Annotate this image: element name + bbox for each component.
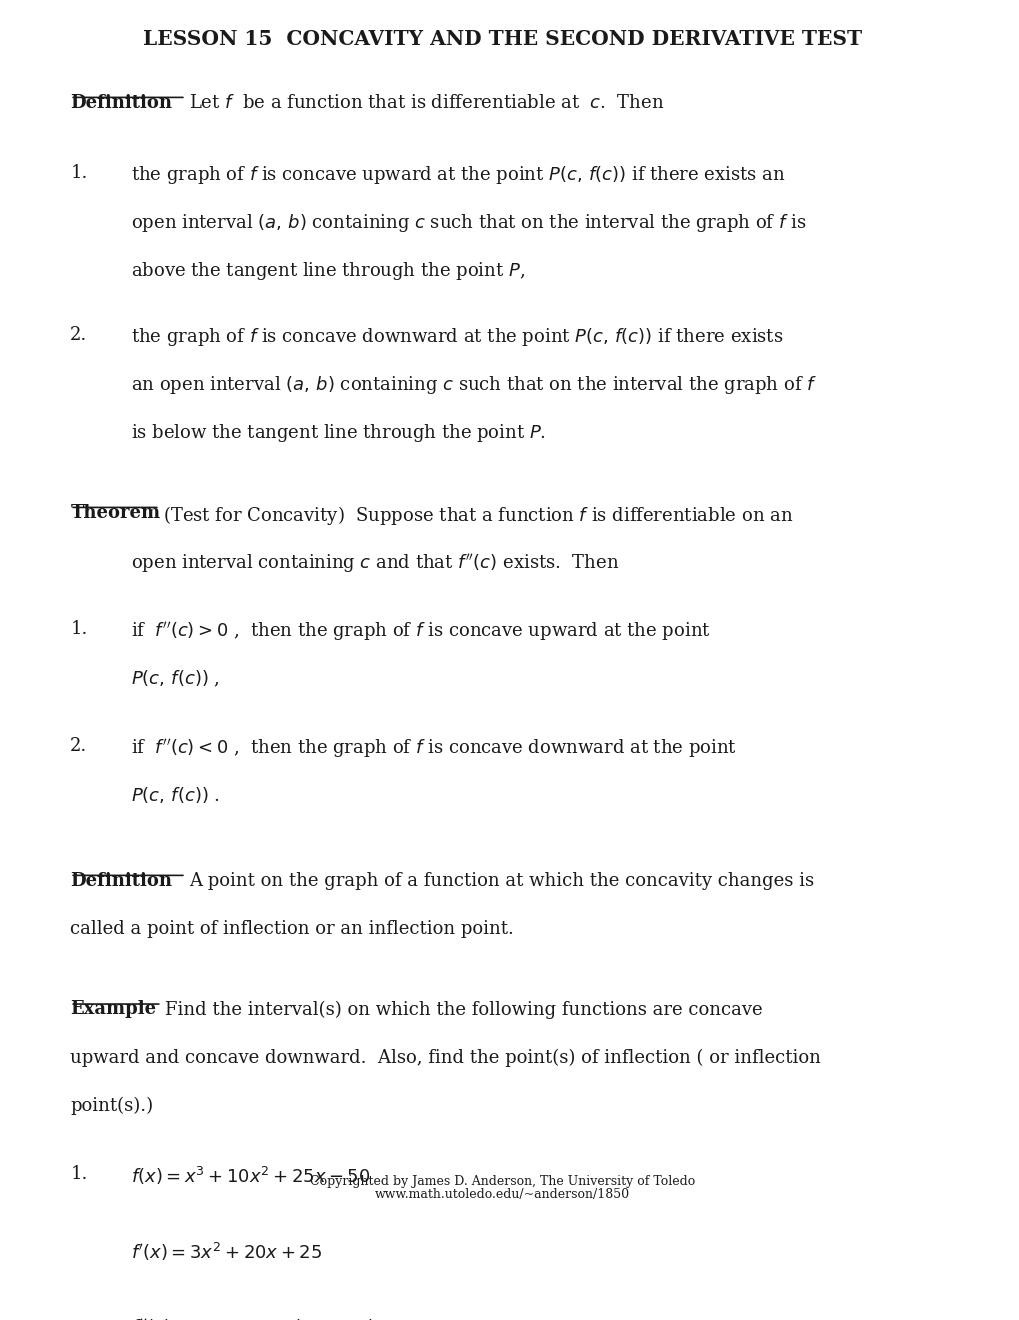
Text: open interval $(a,\, b)$ containing $c$ such that on the interval the graph of $: open interval $(a,\, b)$ containing $c$ … xyxy=(130,211,805,234)
Text: point(s).): point(s).) xyxy=(70,1097,153,1115)
Text: $P(c,\, f(c))$ ,: $P(c,\, f(c))$ , xyxy=(130,668,219,689)
Text: 2.: 2. xyxy=(70,326,88,345)
Text: if  $f''(c) > 0$ ,  then the graph of $f$ is concave upward at the point: if $f''(c) > 0$ , then the graph of $f$ … xyxy=(130,620,709,643)
Text: upward and concave downward.  Also, find the point(s) of inflection ( or inflect: upward and concave downward. Also, find … xyxy=(70,1048,820,1067)
Text: Example: Example xyxy=(70,1001,156,1019)
Text: Copyrighted by James D. Anderson, The University of Toledo: Copyrighted by James D. Anderson, The Un… xyxy=(309,1175,694,1188)
Text: Definition: Definition xyxy=(70,871,172,890)
Text: A point on the graph of a function at which the concavity changes is: A point on the graph of a function at wh… xyxy=(189,871,813,890)
Text: Theorem: Theorem xyxy=(70,504,160,521)
Text: $f''(x) = 6x + 20 = 2(3x + 10)$: $f''(x) = 6x + 20 = 2(3x + 10)$ xyxy=(130,1316,374,1320)
Text: Find the interval(s) on which the following functions are concave: Find the interval(s) on which the follow… xyxy=(164,1001,761,1019)
Text: above the tangent line through the point $P$,: above the tangent line through the point… xyxy=(130,260,524,281)
Text: $f(x) = x^3 + 10x^2 + 25x - 50$: $f(x) = x^3 + 10x^2 + 25x - 50$ xyxy=(130,1166,370,1187)
Text: $P(c,\, f(c))$ .: $P(c,\, f(c))$ . xyxy=(130,785,219,805)
Text: www.math.utoledo.edu/~anderson/1850: www.math.utoledo.edu/~anderson/1850 xyxy=(374,1188,629,1201)
Text: is below the tangent line through the point $P$.: is below the tangent line through the po… xyxy=(130,422,545,444)
Text: the graph of $f$ is concave downward at the point $P(c,\, f(c))$ if there exists: the graph of $f$ is concave downward at … xyxy=(130,326,783,348)
Text: an open interval $(a,\, b)$ containing $c$ such that on the interval the graph o: an open interval $(a,\, b)$ containing $… xyxy=(130,374,816,396)
Text: 2.: 2. xyxy=(70,737,88,755)
Text: Let $f$  be a function that is differentiable at  $c$.  Then: Let $f$ be a function that is differenti… xyxy=(189,94,663,112)
Text: LESSON 15  CONCAVITY AND THE SECOND DERIVATIVE TEST: LESSON 15 CONCAVITY AND THE SECOND DERIV… xyxy=(143,29,861,49)
Text: 1.: 1. xyxy=(70,1166,88,1183)
Text: 1.: 1. xyxy=(70,620,88,639)
Text: the graph of $f$ is concave upward at the point $P(c,\, f(c))$ if there exists a: the graph of $f$ is concave upward at th… xyxy=(130,164,785,186)
Text: called a point of inflection or an inflection point.: called a point of inflection or an infle… xyxy=(70,920,514,939)
Text: Definition: Definition xyxy=(70,94,172,112)
Text: if  $f''(c) < 0$ ,  then the graph of $f$ is concave downward at the point: if $f''(c) < 0$ , then the graph of $f$ … xyxy=(130,737,736,760)
Text: open interval containing $c$ and that $f''(c)$ exists.  Then: open interval containing $c$ and that $f… xyxy=(130,552,619,576)
Text: $f'(x) = 3x^2 + 20x + 25$: $f'(x) = 3x^2 + 20x + 25$ xyxy=(130,1241,321,1263)
Text: 1.: 1. xyxy=(70,164,88,182)
Text: (Test for Concavity)  Suppose that a function $f$ is differentiable on an: (Test for Concavity) Suppose that a func… xyxy=(163,504,792,527)
